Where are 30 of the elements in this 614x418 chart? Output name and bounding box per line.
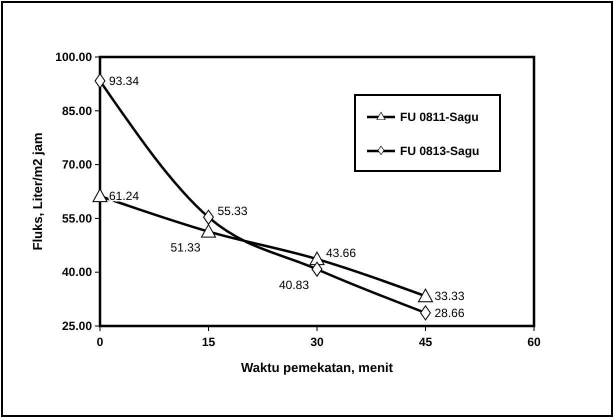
point [418, 288, 433, 302]
data-label: 51.33 [170, 240, 201, 255]
point [201, 224, 216, 238]
legend-label: FU 0813-Sagu [400, 144, 480, 158]
x-tick-label: 30 [310, 335, 324, 349]
legend-label: FU 0811-Sagu [400, 110, 479, 124]
y-tick-label: 100.00 [55, 50, 92, 64]
point [312, 262, 322, 277]
y-tick-label: 55.00 [62, 211, 92, 226]
data-label: 43.66 [326, 246, 356, 260]
data-label: 40.83 [278, 278, 310, 292]
point [203, 210, 214, 225]
y-tick-label: 25.00 [62, 319, 92, 333]
data-label: 28.66 [434, 306, 465, 320]
point [310, 252, 324, 266]
x-tick-label: 0 [96, 335, 104, 349]
x-tick-label: 60 [527, 335, 541, 349]
point [94, 73, 106, 88]
data-label: 33.33 [434, 289, 465, 304]
data-label: 61.24 [109, 189, 140, 204]
data-label: 55.33 [218, 204, 248, 218]
y-tick-label: 40.00 [62, 265, 92, 280]
x-tick-label: 45 [418, 335, 432, 349]
y-tick-label: 85.00 [62, 104, 92, 118]
data-label: 93.34 [109, 74, 140, 88]
x-axis-title: Waktu pemekatan, menit [241, 360, 394, 375]
y-tick-label: 70.00 [62, 158, 92, 172]
x-tick-label: 15 [202, 335, 216, 349]
y-axis-title: Fluks, Liter/m2 jam [30, 132, 45, 250]
point [420, 305, 431, 320]
